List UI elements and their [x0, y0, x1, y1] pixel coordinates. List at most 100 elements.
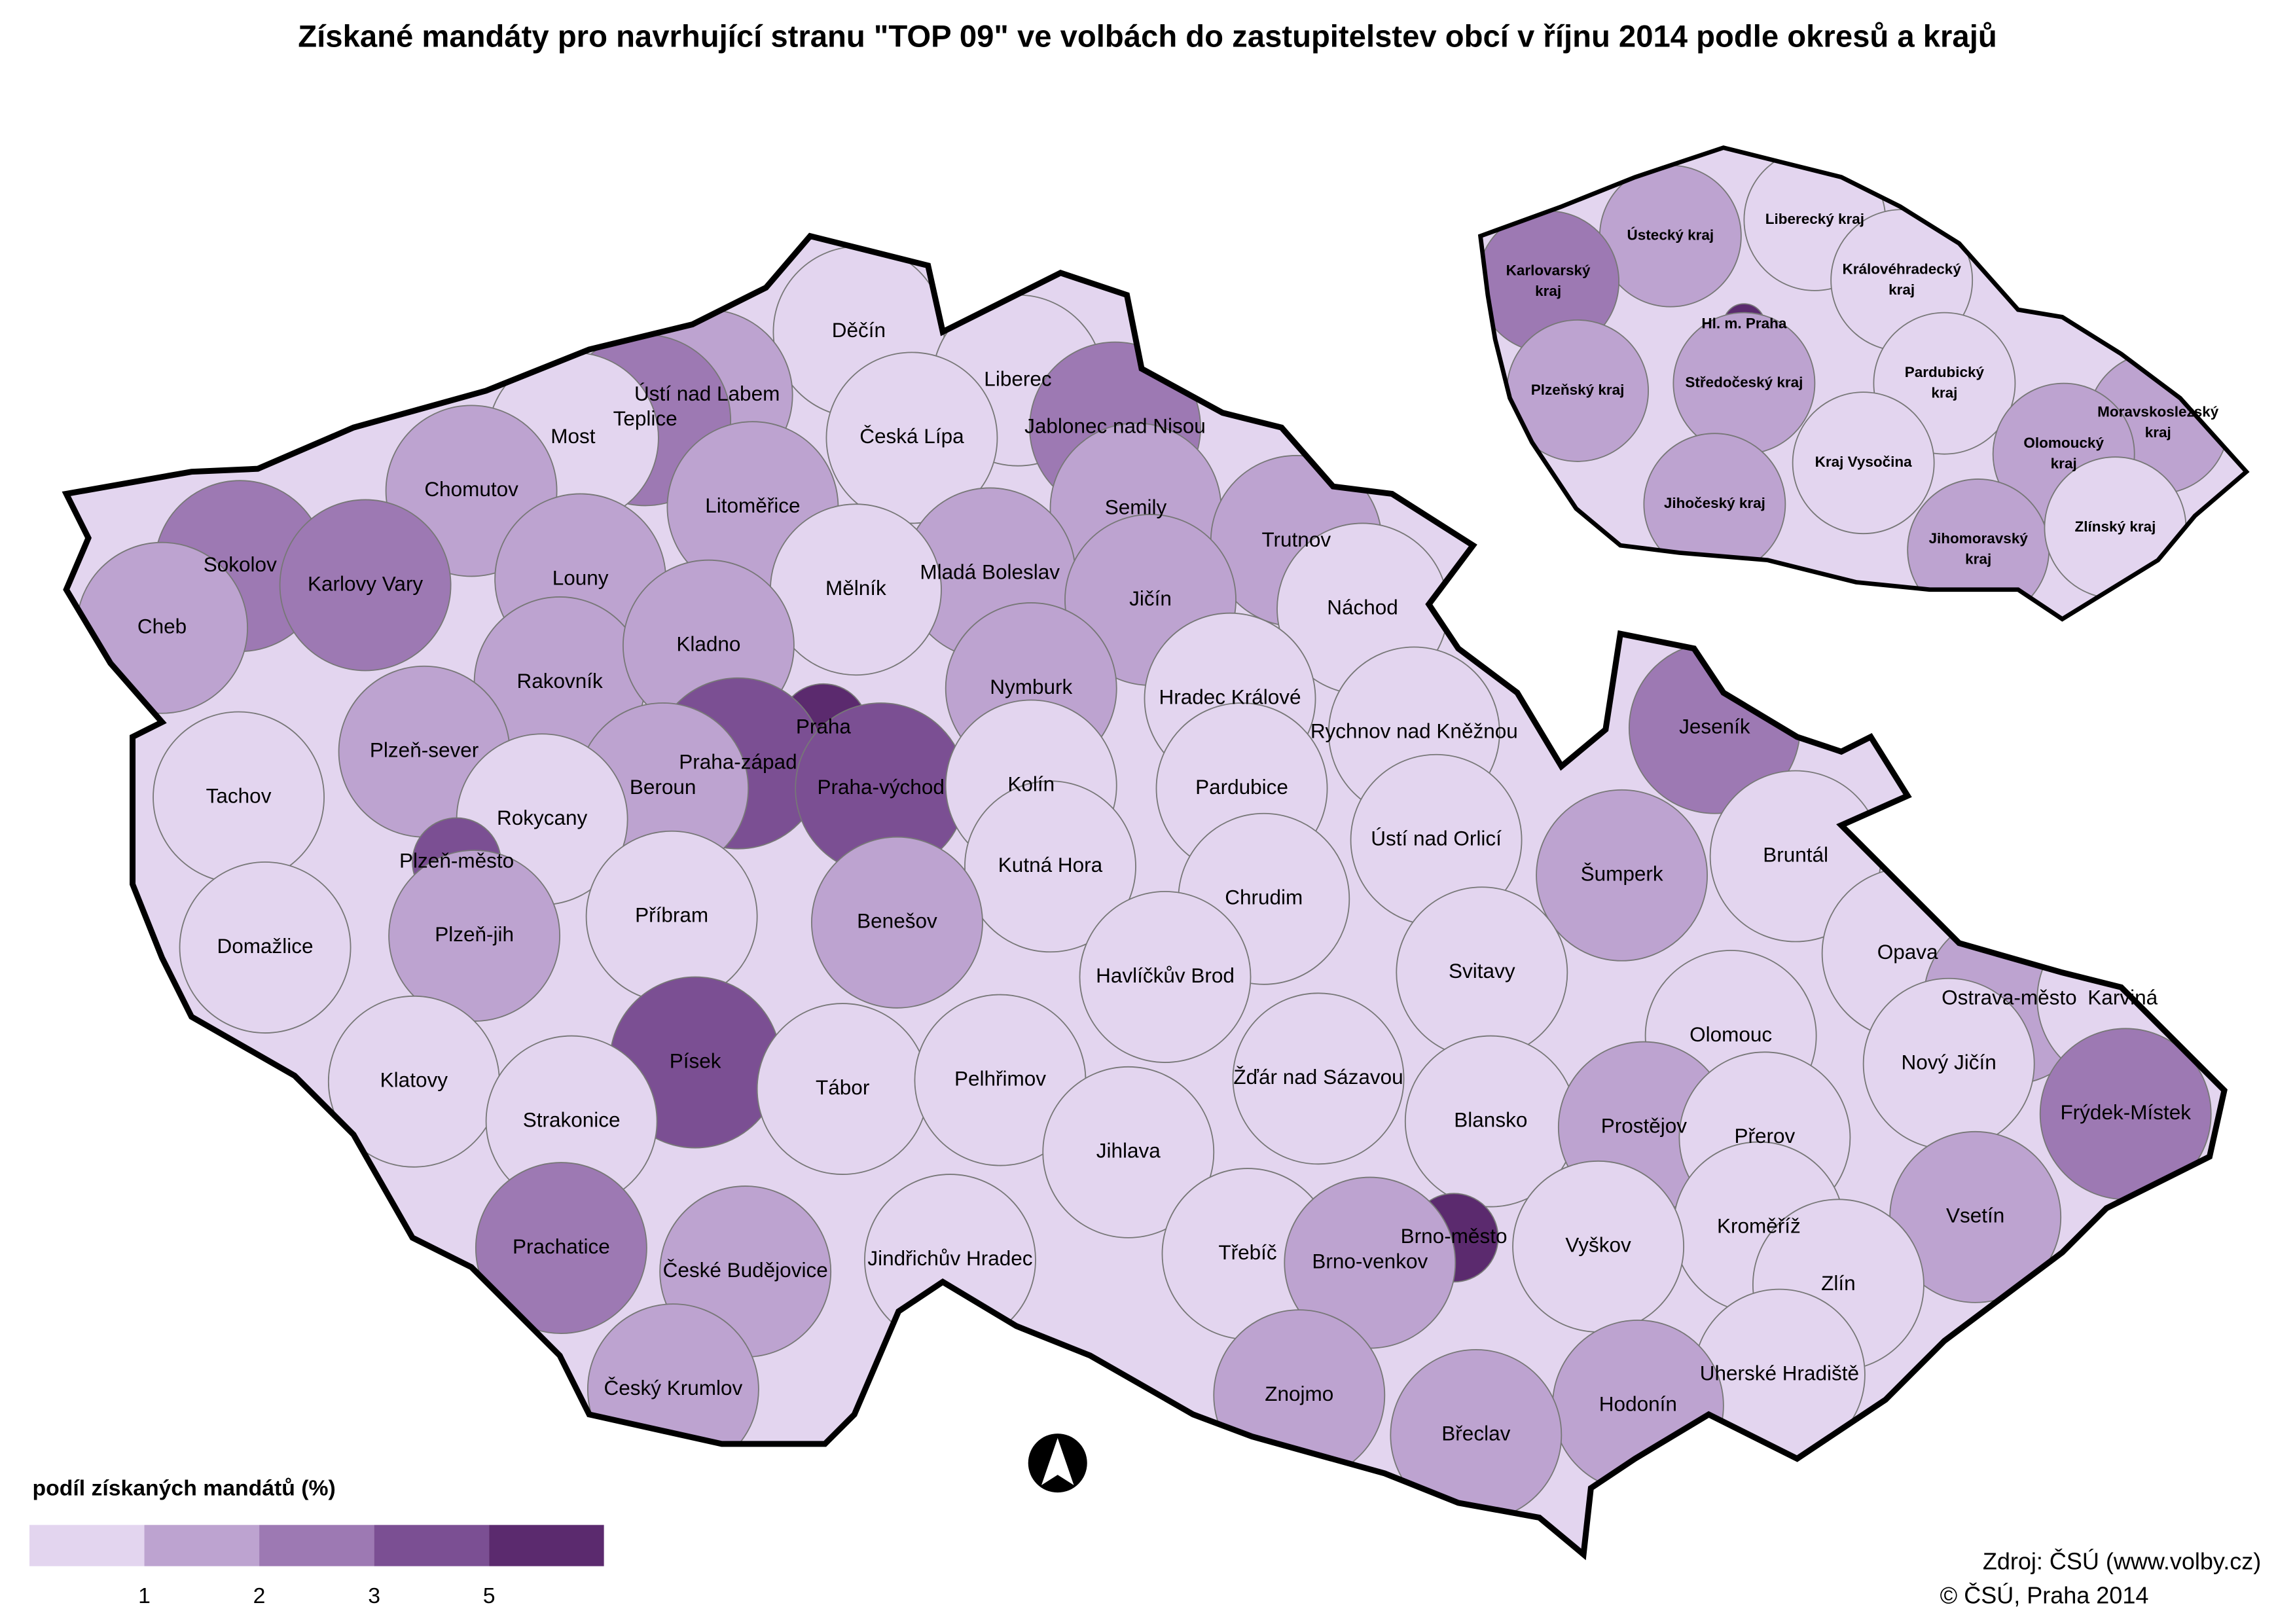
district-label: Louny — [552, 566, 609, 589]
district-area — [825, 352, 998, 524]
district-label: Brno-venkov — [1312, 1249, 1428, 1272]
district-label: Mělník — [825, 576, 886, 600]
district-label: Chomutov — [424, 477, 518, 501]
district-area — [964, 780, 1136, 953]
district-label: Beroun — [630, 775, 696, 799]
district-label: Pardubice — [1195, 775, 1288, 799]
region-label: Plzeňský kraj — [1531, 382, 1625, 398]
district-label: Vsetín — [1946, 1204, 2004, 1227]
district-area — [1042, 1066, 1215, 1238]
district-label: Žďár nad Sázavou — [1233, 1065, 1403, 1089]
district-label: Ústí nad Labem — [634, 382, 780, 405]
region-label: Karlovarský kraj — [1506, 262, 1591, 300]
district-label: Náchod — [1327, 595, 1398, 619]
district-label: Plzeň-město — [399, 848, 514, 872]
district-label: Jičín — [1129, 586, 1172, 610]
district-label: Ústí nad Orlicí — [1371, 827, 1502, 850]
district-label: Karlovy Vary — [308, 571, 423, 595]
district-label: Česká Lípa — [859, 424, 964, 448]
district-label: České Budějovice — [663, 1258, 828, 1282]
district-label: Strakonice — [523, 1108, 621, 1131]
region-area — [1792, 391, 1935, 535]
district-area — [1079, 891, 1252, 1063]
region-label: Jihomoravský kraj — [1929, 530, 2029, 568]
region-label: Moravskoslezský kraj — [2097, 404, 2219, 441]
district-label: Vyškov — [1565, 1233, 1631, 1257]
district-area — [279, 499, 452, 672]
district-label: Břeclav — [1441, 1422, 1510, 1445]
legend-swatch — [374, 1525, 490, 1566]
district-label: Chrudim — [1225, 886, 1303, 909]
district-label: Most — [551, 424, 596, 448]
district-label: Znojmo — [1265, 1382, 1333, 1405]
district-label: Nový Jičín — [1902, 1051, 1997, 1074]
region-label: Královéhradecký kraj — [1842, 261, 1961, 298]
district-label: Opava — [1877, 940, 1938, 964]
district-label: Frýdek-Místek — [2060, 1100, 2191, 1124]
region-label: Hl. m. Praha — [1701, 316, 1787, 332]
district-label: Nymburk — [990, 675, 1072, 698]
district-label: Plzeň-sever — [370, 738, 479, 762]
district-label: Písek — [670, 1049, 721, 1072]
district-area — [179, 861, 352, 1034]
district-label: Trutnov — [1261, 528, 1331, 551]
district-label: Kolín — [1007, 772, 1055, 795]
north-arrow — [1028, 1434, 1087, 1493]
region-label: Ústecký kraj — [1627, 227, 1714, 244]
district-label: Prostějov — [1601, 1113, 1688, 1137]
district-label: Benešov — [857, 909, 937, 933]
district-label: Ostrava-město — [1942, 986, 2077, 1009]
region-label: Kraj Vysočina — [1815, 454, 1912, 470]
district-area — [1232, 992, 1405, 1165]
legend-title: podíl získaných mandátů (%) — [33, 1476, 336, 1501]
district-label: Jablonec nad Nisou — [1024, 414, 1206, 437]
region-label: Olomoucký kraj — [2023, 435, 2104, 472]
district-label: Plzeň-jih — [435, 922, 514, 946]
district-label: Kutná Hora — [998, 853, 1103, 876]
district-label: Kladno — [676, 632, 740, 656]
district-area — [811, 836, 983, 1009]
district-label: Havlíčkův Brod — [1096, 964, 1235, 987]
legend: 1 2 3 5 — [29, 1525, 604, 1608]
district-label: Pelhřimov — [954, 1066, 1046, 1090]
district-label: Teplice — [613, 406, 678, 430]
region-labels: Ústecký kraj Liberecký kraj Karlovarský kra… — [1506, 211, 2219, 568]
legend-swatch — [144, 1525, 260, 1566]
district-label: Cheb — [137, 615, 187, 638]
district-label: Rychnov nad Kněžnou — [1310, 719, 1518, 742]
legend-swatch — [29, 1525, 145, 1566]
district-label: Sokolov — [204, 552, 277, 576]
district-label: Jihlava — [1096, 1139, 1161, 1163]
district-label: Jeseník — [1679, 715, 1750, 738]
legend-tick-label: 5 — [483, 1583, 496, 1608]
region-area — [1907, 478, 2050, 619]
district-label: Mladá Boleslav — [920, 560, 1060, 583]
district-label: Šumperk — [1581, 862, 1663, 886]
district-label: Přerov — [1734, 1124, 1795, 1147]
country-border — [62, 232, 2228, 1561]
region-label: Liberecký kraj — [1765, 211, 1864, 227]
district-label: Příbram — [635, 903, 708, 927]
district-label: Klatovy — [380, 1068, 448, 1092]
district-area — [1536, 789, 1708, 962]
district-area — [475, 1162, 647, 1335]
district-label: Kroměříž — [1717, 1214, 1801, 1237]
source: Zdroj: ČSÚ (www.volby.cz) — [1983, 1548, 2261, 1575]
district-label: Semily — [1105, 495, 1167, 518]
district-label: Prachatice — [513, 1235, 610, 1258]
legend-swatch — [259, 1525, 374, 1566]
legend-swatch — [489, 1525, 604, 1566]
district-label: Uherské Hradiště — [1700, 1361, 1859, 1384]
district-label: Tachov — [206, 784, 272, 807]
region-label: Zlínský kraj — [2075, 518, 2156, 535]
district-label: Zlín — [1821, 1271, 1856, 1295]
district-label: Děčín — [832, 318, 886, 342]
region-label: Pardubický kraj — [1905, 364, 1985, 401]
district-label: Hodonín — [1599, 1392, 1677, 1416]
district-label: Litoměřice — [705, 494, 800, 517]
district-label: Rakovník — [516, 669, 603, 693]
legend-tick-label: 1 — [138, 1583, 151, 1608]
